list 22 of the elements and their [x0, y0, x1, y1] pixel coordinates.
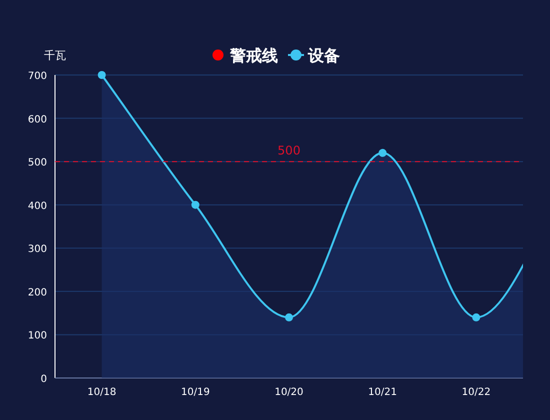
ref-line-label: 500	[278, 144, 300, 158]
x-tick-label: 10/18	[87, 387, 116, 398]
y-tick-label: 100	[28, 330, 47, 342]
y-tick-label: 400	[28, 200, 47, 212]
point	[472, 313, 480, 322]
x-tick-label: 10/21	[368, 387, 398, 398]
legend-label: 设备	[307, 46, 340, 65]
x-tick-label: 10/20	[274, 387, 304, 398]
y-tick-label: 700	[28, 71, 47, 82]
x-tick-label: 10/22	[462, 387, 491, 398]
text: 警戒线	[229, 46, 278, 65]
y-tick-label: 300	[28, 244, 47, 256]
point	[378, 148, 387, 157]
y-tick-label: 200	[28, 287, 47, 298]
point	[285, 313, 293, 322]
y-tick-label: 500	[28, 158, 47, 169]
point	[191, 200, 200, 209]
y-tick-label: 600	[28, 114, 47, 126]
point	[98, 71, 106, 79]
y-axis-title: 千瓦	[44, 49, 66, 62]
x-tick-label: 10/19	[180, 387, 210, 398]
y-tick-label: 0	[40, 374, 47, 385]
